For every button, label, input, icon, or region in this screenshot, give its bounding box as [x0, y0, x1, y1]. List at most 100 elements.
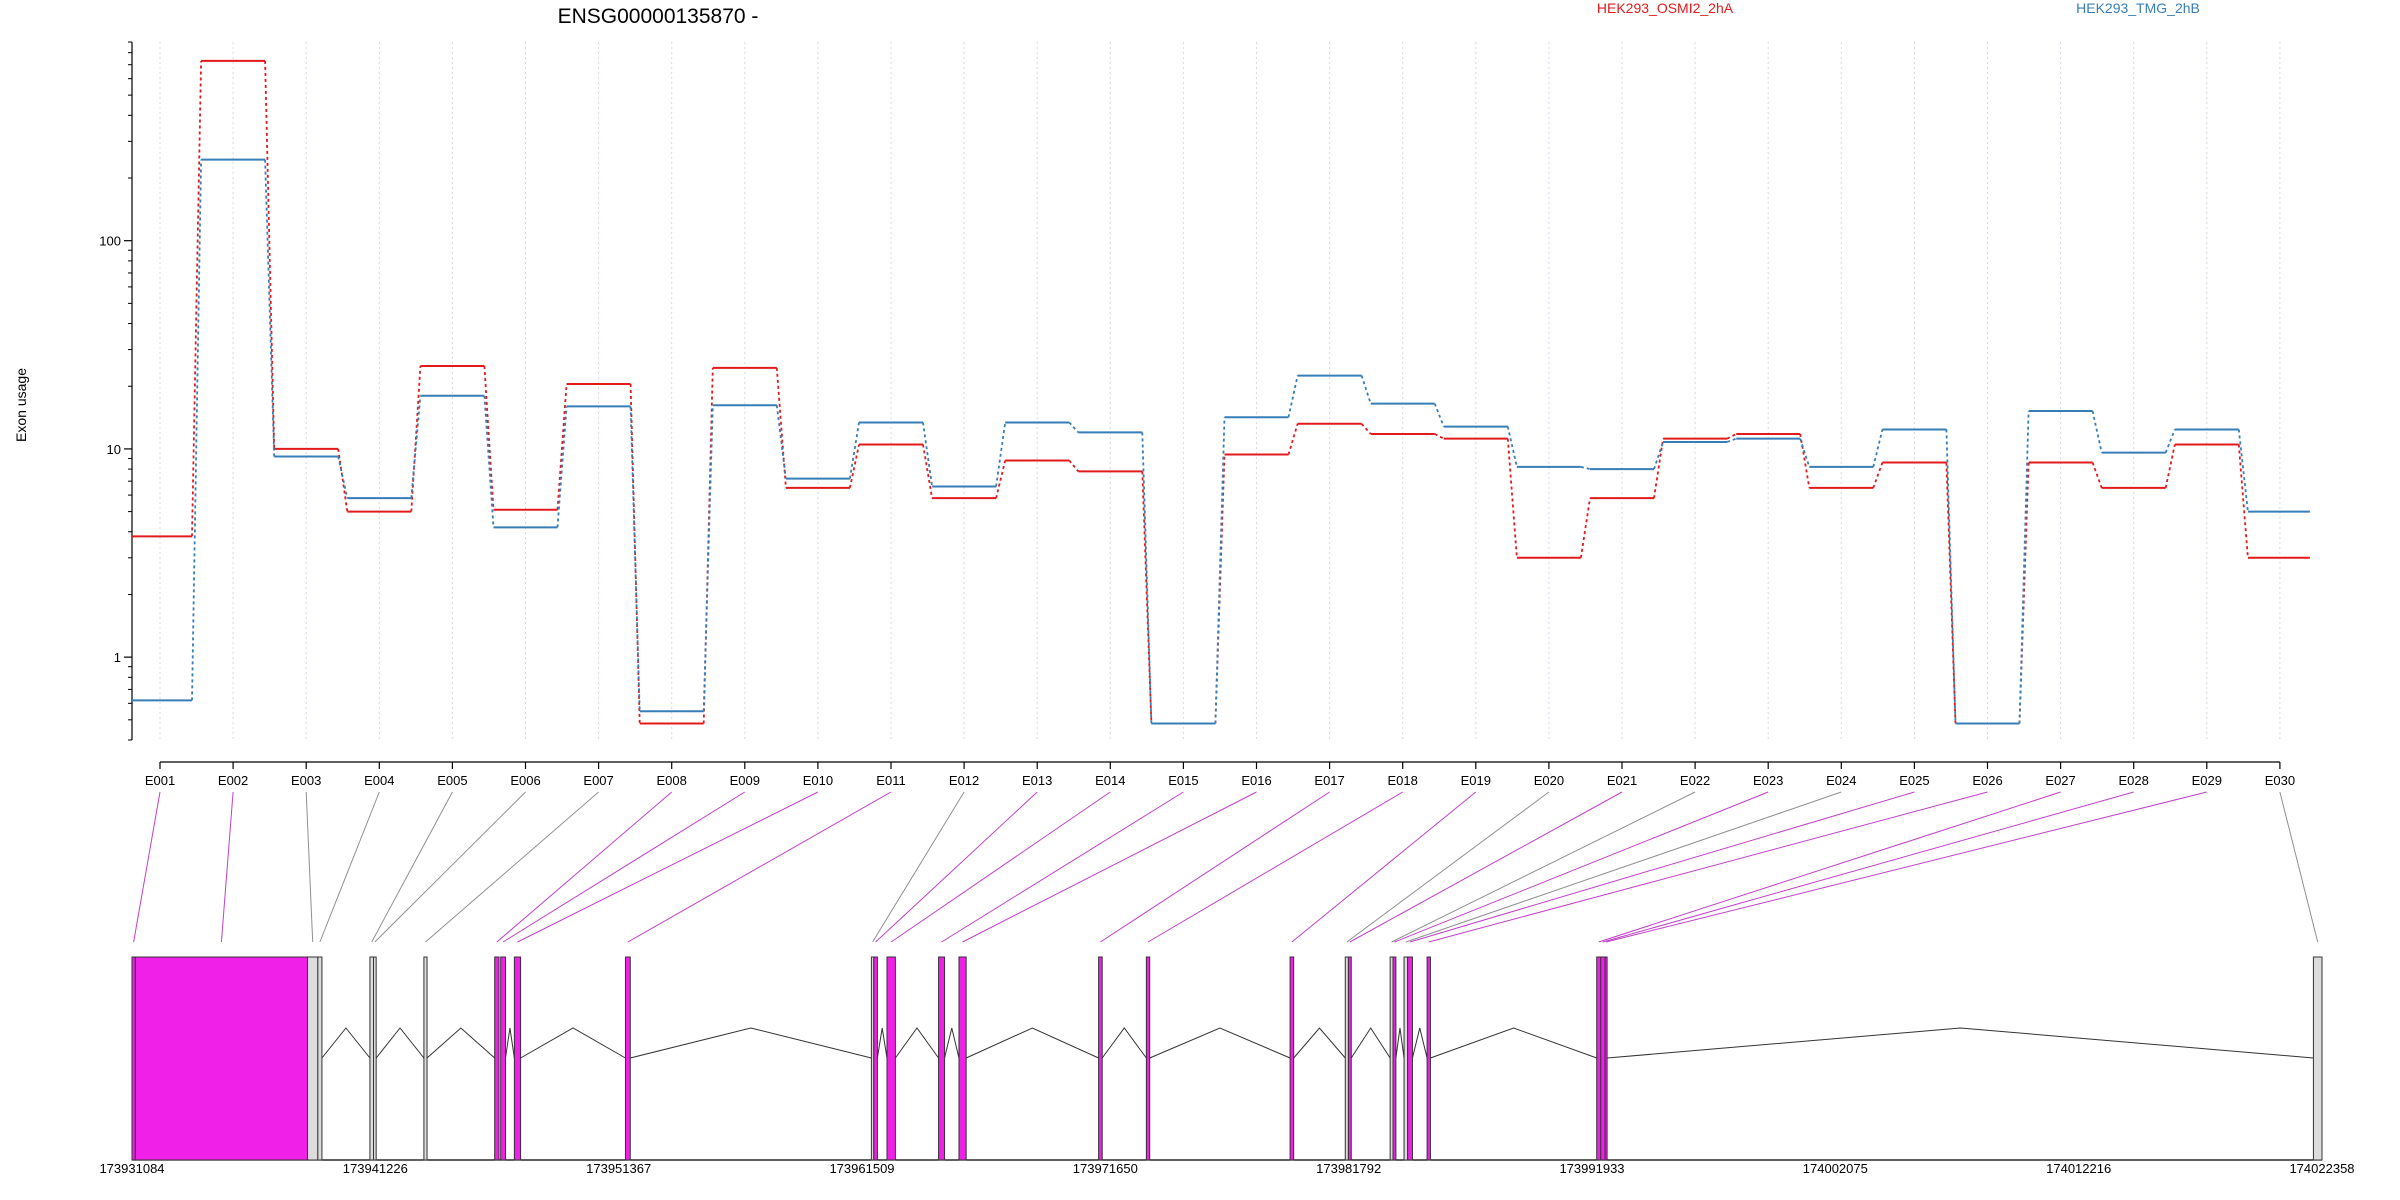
usage-connector [1141, 471, 1153, 724]
exon-connector-E028 [1602, 791, 2134, 943]
usage-connector [1945, 429, 1957, 724]
x-tick-label-E010: E010 [803, 773, 833, 788]
exon-box-E010 [513, 956, 522, 1161]
usage-connector [264, 60, 276, 449]
exon-box-E030 [2312, 956, 2323, 1161]
usage-connector [1799, 438, 1811, 468]
intron-line [944, 1027, 960, 1059]
exon-connector-E020 [1346, 791, 1550, 943]
exon-box-E005 [369, 956, 375, 1161]
y-tick-label: 100 [99, 234, 121, 249]
exon-connector-E016 [962, 791, 1257, 943]
usage-connector [1360, 375, 1372, 404]
genomic-tick-label: 174002075 [1803, 1161, 1868, 1176]
exon-connector-E005 [371, 791, 453, 943]
chart-title: ENSG00000135870 - [558, 5, 759, 28]
usage-connector [922, 422, 933, 487]
intron-line [375, 1027, 425, 1059]
usage-connector [1506, 426, 1518, 468]
x-tick-label-E007: E007 [583, 773, 613, 788]
exon-connector-E004 [319, 791, 380, 943]
usage-connector [483, 395, 495, 528]
usage-connector [1360, 423, 1372, 435]
series-lines [132, 59, 2310, 725]
usage-connector [2018, 411, 2030, 724]
intron-line [894, 1027, 939, 1059]
x-tick-label-E012: E012 [949, 773, 979, 788]
intron-line [1411, 1027, 1428, 1059]
usage-connector [2164, 444, 2176, 489]
exon-connector-E001 [133, 791, 161, 943]
exon-connector-E002 [220, 791, 234, 943]
usage-connector [191, 159, 202, 701]
exon-connector-E010 [517, 791, 819, 943]
usage-connector [1653, 441, 1664, 470]
series-osmi2 [132, 59, 2310, 725]
x-tick-label-E024: E024 [1826, 773, 1856, 788]
exon-connector-E007 [425, 791, 599, 943]
usage-connector [191, 60, 202, 537]
genomic-tick-label: 174012216 [2046, 1161, 2111, 1176]
x-tick-label-E019: E019 [1461, 773, 1491, 788]
exon-connector-E017 [1100, 791, 1330, 943]
x-tick-label-E005: E005 [437, 773, 467, 788]
intron-line [1607, 1027, 2314, 1059]
x-tick-label-E029: E029 [2192, 773, 2222, 788]
exon-box-E029 [1604, 956, 1608, 1161]
intron-line [321, 1027, 371, 1059]
intron-line [426, 1027, 496, 1059]
exon-connector-E026 [1428, 791, 1988, 943]
usage-connector [1141, 432, 1153, 724]
usage-connector [264, 159, 276, 457]
genomic-tick-label: 173941226 [343, 1161, 408, 1176]
intron-line [1430, 1027, 1597, 1059]
exon-box-E018 [1145, 956, 1151, 1161]
exon-box-E004 [317, 956, 323, 1161]
x-tick-label-E004: E004 [364, 773, 394, 788]
intron-line [965, 1027, 1099, 1059]
intron-line [504, 1027, 515, 1059]
exon-connector-E025 [1409, 791, 1915, 943]
genomic-tick-label: 173981792 [1316, 1161, 1381, 1176]
usage-connector [1799, 433, 1811, 489]
usage-connector [1872, 429, 1884, 468]
usage-connector [410, 366, 422, 512]
y-axis-label: Exon usage [13, 368, 29, 442]
x-tick-label-E026: E026 [1972, 773, 2002, 788]
exon-box-E021 [1347, 956, 1352, 1161]
usage-connector [1653, 438, 1664, 499]
intron-line [630, 1027, 872, 1059]
usage-connector [1287, 375, 1299, 418]
exon-connector-E008 [496, 791, 673, 943]
intron-line [876, 1027, 888, 1059]
genomic-tick-label: 174022358 [2289, 1161, 2354, 1176]
usage-connector [556, 406, 568, 528]
usage-connector [1580, 465, 1591, 470]
exon-box-E014 [886, 956, 896, 1161]
exon-box-E025 [1407, 956, 1413, 1161]
usage-connector [995, 460, 1007, 499]
exon-connector-E024 [1405, 791, 1842, 943]
usage-connector [849, 444, 860, 489]
x-tick-label-E027: E027 [2045, 773, 2075, 788]
exon-box-E026 [1426, 956, 1431, 1161]
exon-connector-E012 [872, 791, 965, 943]
exon-connector-E014 [890, 791, 1111, 943]
genomic-tick-label: 173971650 [1073, 1161, 1138, 1176]
exon-box-E002 [134, 956, 309, 1161]
usage-connector [702, 405, 714, 712]
usage-connector [556, 383, 568, 510]
exon-connector-E006 [374, 791, 526, 943]
genomic-tick-label: 173951367 [586, 1161, 651, 1176]
exon-connector-E030 [2279, 791, 2319, 943]
exon-connector-E011 [627, 791, 892, 943]
x-tick-label-E017: E017 [1314, 773, 1344, 788]
exon-connectors [133, 791, 2319, 943]
legend-entry-osmi2: HEK293_OSMI2_2hA [1597, 0, 1734, 16]
usage-connector [2091, 462, 2103, 489]
x-tick-label-E023: E023 [1753, 773, 1783, 788]
usage-connector [775, 405, 787, 479]
usage-connector [1872, 462, 1884, 489]
y-tick-label: 10 [107, 442, 121, 457]
usage-connector [1945, 462, 1957, 724]
